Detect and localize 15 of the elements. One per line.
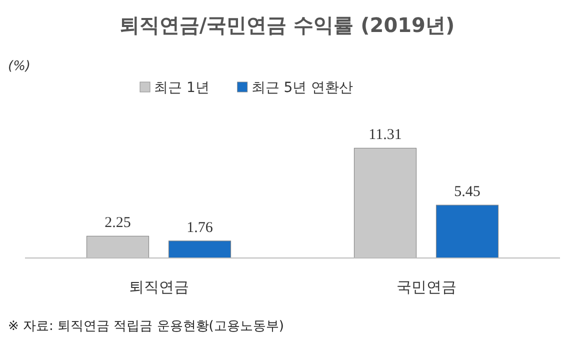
data-label: 1.76 bbox=[186, 220, 214, 236]
data-label: 5.45 bbox=[454, 184, 480, 200]
data-label: 2.25 bbox=[104, 215, 131, 232]
legend-label: 최근 5년 연환산 bbox=[251, 80, 354, 96]
bar bbox=[86, 236, 150, 258]
data-label: 11.31 bbox=[368, 127, 402, 144]
chart-title: 퇴직연금/국민연금 수익률 (2019년) bbox=[119, 13, 455, 37]
text: ※ 자료: 퇴직연금 적립금 운용현황(고용노동부) bbox=[8, 319, 284, 334]
text: (%) bbox=[8, 59, 30, 74]
bar bbox=[354, 148, 417, 258]
bar bbox=[168, 240, 232, 258]
x-tick-label: 퇴직연금 bbox=[128, 278, 189, 296]
x-tick-label: 국민연금 bbox=[396, 278, 456, 296]
legend-label: 최근 1년 bbox=[154, 80, 210, 96]
bar bbox=[436, 204, 499, 258]
